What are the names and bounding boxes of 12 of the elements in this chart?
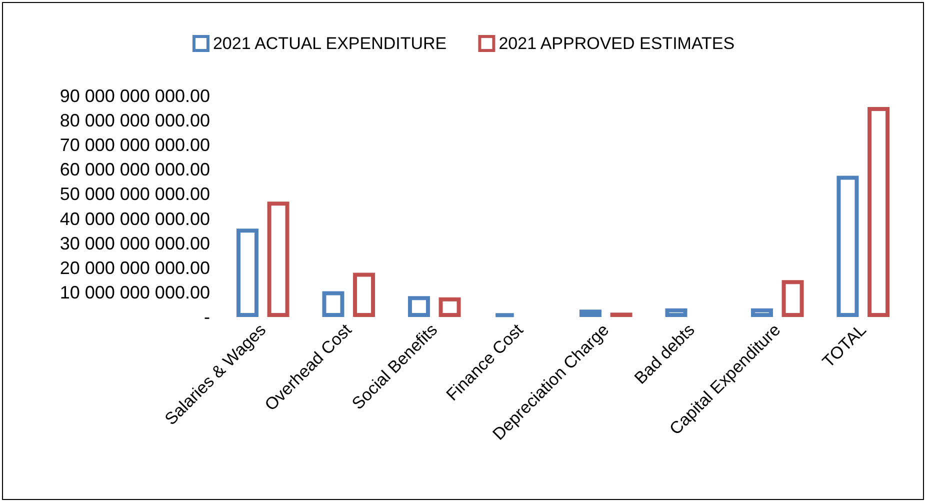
y-tick-label: 20 000 000 000.00 (60, 258, 210, 278)
y-tick-label: 40 000 000 000.00 (60, 208, 210, 229)
y-tick-label: 70 000 000 000.00 (60, 135, 210, 156)
y-tick-label: 60 000 000 000.00 (60, 160, 210, 180)
y-tick-label: 90 000 000 000.00 (60, 86, 210, 106)
y-tick-label: 80 000 000 000.00 (60, 110, 210, 131)
legend-label: 2021 APPROVED ESTIMATES (498, 34, 735, 53)
y-tick-label: 50 000 000 000.00 (60, 184, 210, 204)
y-tick-label: 10 000 000 000.00 (60, 282, 210, 302)
y-tick-label: 30 000 000 000.00 (60, 233, 210, 254)
legend-label: 2021 ACTUAL EXPENDITURE (212, 34, 447, 53)
y-tick-label: - (204, 307, 210, 327)
